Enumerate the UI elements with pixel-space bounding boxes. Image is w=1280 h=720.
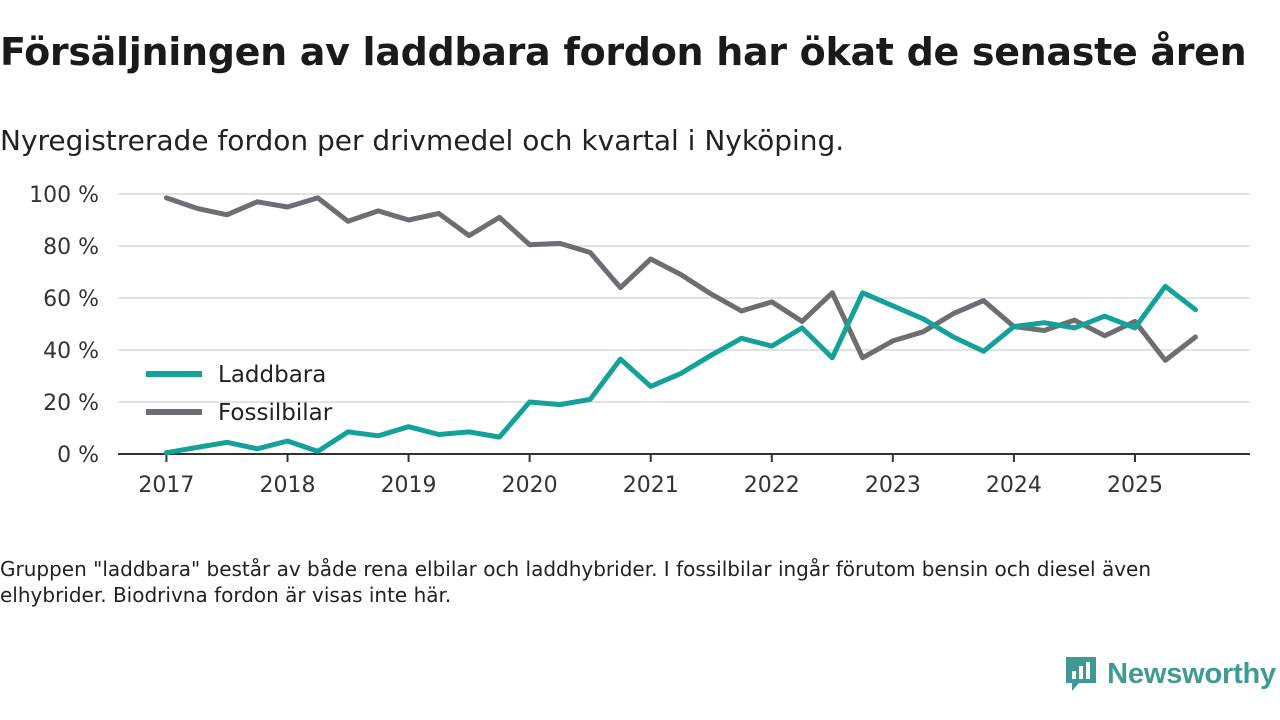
chart-subtitle: Nyregistrerade fordon per drivmedel och … [0,124,845,157]
x-tick-label: 2021 [623,473,679,498]
legend-label-fossilbilar: Fossilbilar [218,400,333,426]
y-tick-label: 20 % [43,391,99,416]
x-axis-ticks: 2017 2018 2019 2020 2021 2022 2023 2024 2025 [118,453,1250,498]
y-tick-label: 80 % [43,235,99,260]
x-tick-label: 2018 [259,473,315,498]
x-tick-label: 2017 [138,473,194,498]
newsworthy-logo: Newsworthy [1063,654,1276,694]
legend-label-laddbara: Laddbara [218,362,326,388]
line-chart: 0 % 20 % 40 % 60 % 80 % 100 % 2017 2018 2019 202… [29,183,1250,498]
x-tick-label: 2023 [865,473,921,498]
y-tick-label: 0 % [57,443,99,468]
newsworthy-logo-icon [1066,657,1097,691]
legend: Laddbara Fossilbilar [146,362,333,426]
y-tick-label: 60 % [43,287,99,312]
gridlines [118,193,1250,403]
x-tick-label: 2019 [381,473,437,498]
x-tick-label: 2025 [1107,473,1163,498]
x-tick-label: 2024 [986,473,1042,498]
brand-name: Newsworthy [1107,657,1276,690]
x-tick-label: 2020 [502,473,558,498]
series-line-fossilbilar [163,195,1198,363]
y-tick-label: 40 % [43,339,99,364]
x-tick-label: 2022 [744,473,800,498]
series-line-laddbara [163,283,1198,456]
footnote: Gruppen "laddbara" består av både rena e… [0,557,1152,607]
y-axis-ticks: 0 % 20 % 40 % 60 % 80 % 100 % [29,183,99,468]
series-lines [163,195,1198,456]
y-tick-label: 100 % [29,183,99,208]
chart-title: Försäljningen av laddbara fordon har öka… [0,30,1247,74]
